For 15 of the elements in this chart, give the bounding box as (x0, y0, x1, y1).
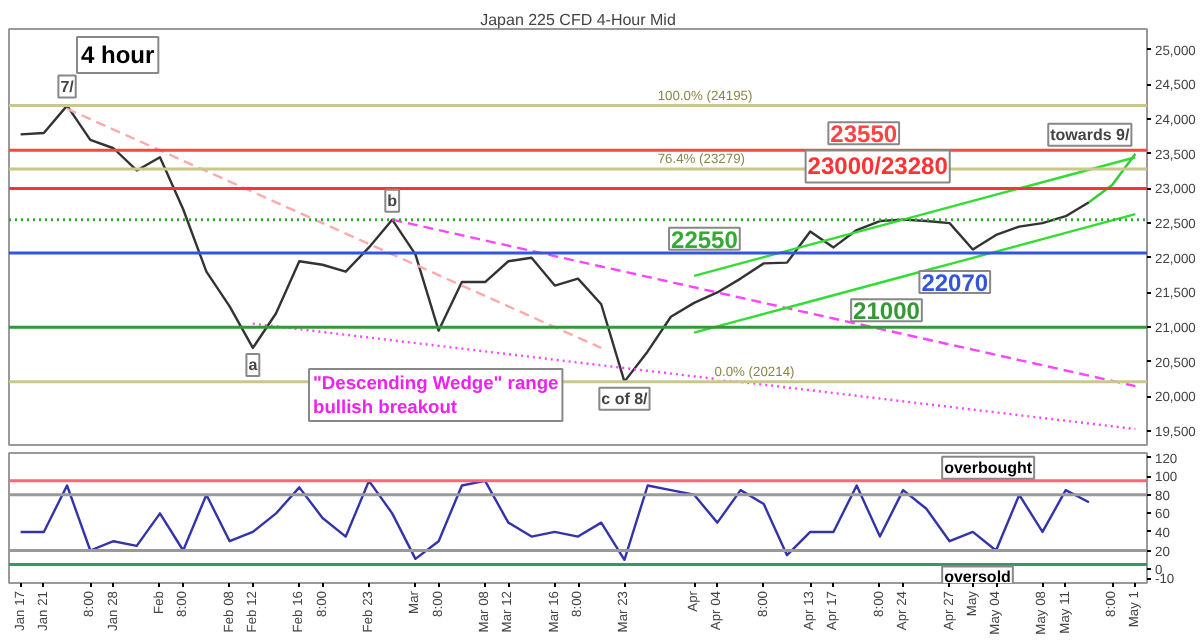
annotation: b (387, 191, 398, 210)
ref-line-label: overbought (944, 458, 1033, 477)
ref-line-label: 22550 (671, 225, 739, 254)
chart-title: Japan 225 CFD 4-Hour Mid (480, 11, 676, 29)
annotation: "Descending Wedge" range bullish breakout (313, 373, 559, 417)
ref-line-label: 23550 (830, 120, 898, 149)
ref-line-label: 22070 (921, 268, 989, 297)
annotation: 4 hour (81, 41, 155, 69)
annotation: c of 8/ (601, 389, 650, 408)
annotation: towards 9/ (1050, 125, 1131, 144)
annotation: a (248, 355, 259, 374)
ref-line-label: oversold (944, 568, 1012, 587)
ref-line-label: 23000/23280 (807, 152, 949, 181)
ref-line-label: 21000 (853, 297, 921, 326)
annotation: 7/ (60, 77, 76, 96)
